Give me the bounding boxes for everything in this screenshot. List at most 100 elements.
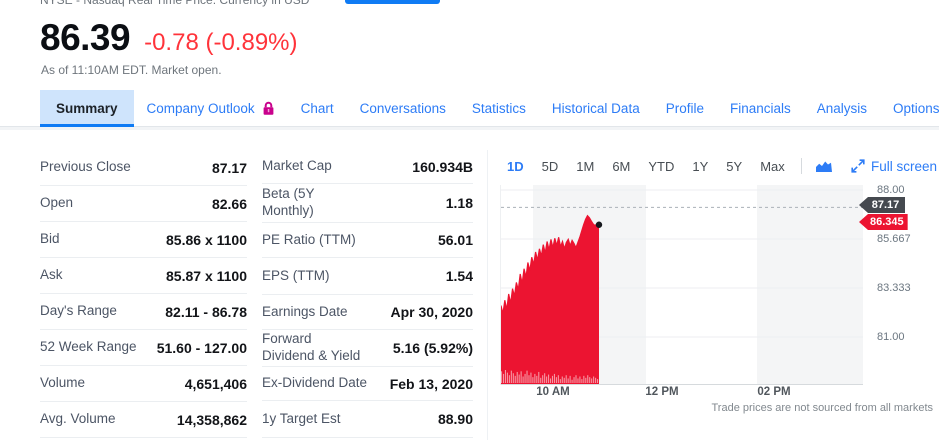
table-row-market-cap: Market Cap 160.934B: [262, 150, 473, 184]
row-label: 1y Target Est: [262, 410, 341, 426]
range-1d[interactable]: 1D: [507, 158, 524, 174]
row-label: EPS (TTM): [262, 267, 330, 283]
tab-company-outlook[interactable]: Company Outlook: [134, 90, 288, 127]
y-axis-tick: 81.00: [877, 331, 905, 343]
row-label: 52 Week Range: [40, 339, 137, 355]
y-axis-tick: 85.667: [877, 233, 911, 245]
table-row-1y-target: 1y Target Est 88.90: [262, 401, 473, 438]
range-ytd[interactable]: YTD: [648, 158, 675, 174]
table-row-ex-dividend-date: Ex-Dividend Date Feb 13, 2020: [262, 367, 473, 401]
row-label: PE Ratio (TTM): [262, 231, 356, 247]
row-value: 82.11 - 86.78: [165, 303, 247, 320]
previous-close-tag: 87.17: [859, 197, 905, 213]
fullscreen-button[interactable]: Full screen: [851, 159, 937, 174]
range-5d[interactable]: 5D: [541, 158, 559, 174]
tab-bar: Summary Company Outlook Chart Conversati…: [40, 90, 939, 127]
row-label: Bid: [40, 231, 60, 247]
price-plot-area[interactable]: [500, 185, 863, 385]
row-value: 160.934B: [412, 158, 473, 175]
row-value: 88.90: [437, 411, 473, 427]
area-chart-icon[interactable]: [809, 160, 839, 173]
tab-financials[interactable]: Financials: [717, 90, 804, 127]
table-row-pe-ratio: PE Ratio (TTM) 56.01: [262, 223, 473, 258]
tab-label: Profile: [665, 101, 704, 116]
table-row-days-range: Day's Range 82.11 - 86.78: [40, 294, 247, 330]
tab-summary[interactable]: Summary: [40, 90, 134, 127]
row-label: Beta (5Y Monthly): [262, 186, 315, 218]
tab-historical-data[interactable]: Historical Data: [539, 90, 653, 127]
table-row-volume: Volume 4,651,406: [40, 366, 247, 402]
tab-label: Options: [893, 101, 939, 116]
row-value: 51.60 - 127.00: [156, 339, 247, 356]
table-row-forward-dividend: Forward Dividend & Yield 5.16 (5.92%): [262, 330, 473, 367]
range-1m[interactable]: 1M: [576, 158, 595, 174]
tab-label: Financials: [729, 101, 791, 116]
table-row-ask: Ask 85.87 x 1100: [40, 258, 247, 294]
row-value: 14,358,862: [176, 411, 247, 428]
row-value: 1.18: [445, 195, 473, 211]
row-value: Feb 13, 2020: [389, 375, 473, 392]
follow-button[interactable]: [345, 0, 440, 4]
table-row-open: Open 82.66: [40, 186, 247, 222]
tab-analysis[interactable]: Analysis: [804, 90, 880, 127]
price-header: 86.39 -0.78 (-0.89%): [40, 17, 298, 59]
tab-chart[interactable]: Chart: [288, 90, 347, 127]
fullscreen-icon: [851, 159, 865, 173]
as-of-timestamp: As of 11:10AM EDT. Market open.: [41, 63, 222, 77]
lock-icon: [262, 101, 275, 116]
row-value: 5.16 (5.92%): [392, 340, 473, 356]
tab-label: Historical Data: [551, 101, 640, 116]
tab-label: Chart: [300, 101, 334, 116]
row-value: 87.17: [211, 159, 247, 176]
range-6m[interactable]: 6M: [612, 158, 631, 174]
table-chart-divider: [487, 150, 488, 440]
row-label: Previous Close: [40, 159, 131, 175]
tab-conversations[interactable]: Conversations: [347, 90, 459, 127]
y-axis-tick: 83.333: [877, 282, 911, 294]
trade-prices-disclaimer: Trade prices are not sourced from all ma…: [711, 402, 933, 414]
table-row-previous-close: Previous Close 87.17: [40, 150, 247, 186]
tab-label: Summary: [56, 101, 118, 116]
quote-table-left: Previous Close 87.17 Open 82.66 Bid 85.86 x…: [40, 150, 247, 438]
row-value: 1.54: [445, 268, 473, 284]
price-area-svg: [501, 189, 863, 385]
row-value: 85.87 x 1100: [166, 267, 247, 284]
row-label: Day's Range: [40, 303, 117, 319]
tab-statistics[interactable]: Statistics: [459, 90, 539, 127]
price-chart-module: 1D 5D 1M 6M YTD 1Y 5Y Max Full screen: [495, 150, 939, 440]
table-row-eps: EPS (TTM) 1.54: [262, 258, 473, 295]
last-trade-dot: [595, 221, 603, 228]
row-value: 82.66: [211, 195, 247, 212]
y-axis-tick: 88.00: [877, 184, 905, 196]
price-series: [501, 214, 603, 385]
row-label: Volume: [40, 375, 86, 391]
chart-range-bar: 1D 5D 1M 6M YTD 1Y 5Y Max Full screen: [498, 154, 937, 178]
row-value: 85.86 x 1100: [166, 231, 247, 248]
price-change: -0.78 (-0.89%): [144, 29, 298, 56]
row-value: 4,651,406: [184, 375, 247, 392]
session-band: [757, 185, 863, 385]
tab-label: Statistics: [471, 101, 526, 116]
range-5y[interactable]: 5Y: [726, 158, 743, 174]
tab-label: Company Outlook: [146, 101, 255, 116]
tab-profile[interactable]: Profile: [653, 90, 717, 127]
ranges-divider: [800, 158, 802, 174]
tabs-substrip: [0, 127, 939, 130]
row-label: Ex-Dividend Date: [262, 375, 368, 391]
range-max[interactable]: Max: [760, 158, 785, 174]
table-row-beta: Beta (5Y Monthly) 1.18: [262, 184, 473, 223]
row-value: 56.01: [437, 232, 473, 248]
row-label: Earnings Date: [262, 303, 348, 319]
x-axis-tick: 02 PM: [757, 386, 791, 398]
x-axis-tick: 10 AM: [536, 386, 570, 398]
range-1y[interactable]: 1Y: [692, 158, 709, 174]
row-value: Apr 30, 2020: [390, 304, 474, 320]
current-price: 86.39: [40, 17, 131, 58]
tabs-bottom-border: [0, 126, 939, 127]
tab-options[interactable]: Options: [880, 90, 939, 127]
exchange-note: NYSE - Nasdaq Real Time Price. Currency …: [40, 0, 310, 7]
tab-label: Analysis: [816, 101, 868, 116]
x-axis-tick: 12 PM: [645, 386, 679, 398]
row-label: Open: [40, 195, 74, 211]
tab-label: Conversations: [359, 101, 446, 116]
